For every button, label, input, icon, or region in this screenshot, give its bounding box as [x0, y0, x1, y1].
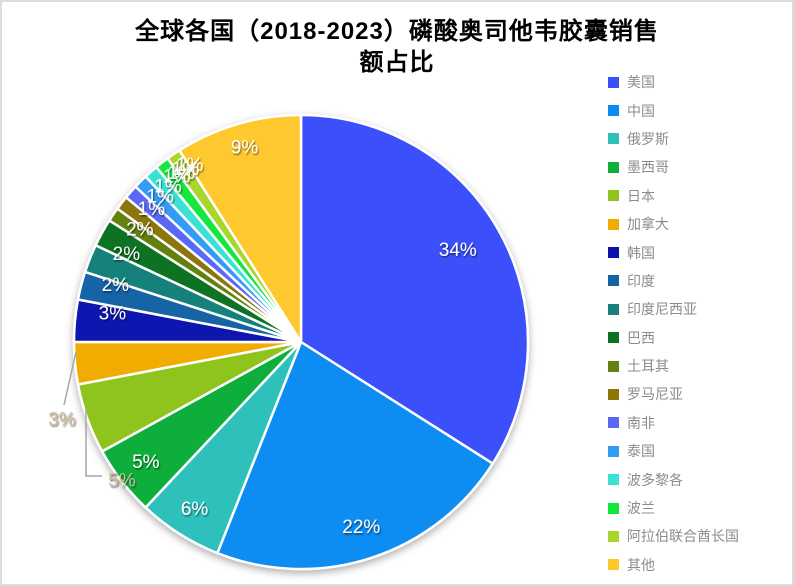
legend-item-label: 波兰 — [627, 500, 655, 517]
legend-swatch-icon — [608, 530, 619, 542]
legend-swatch-icon — [608, 445, 619, 457]
legend-item[interactable]: 巴西 — [608, 324, 788, 352]
legend-item[interactable]: 俄罗斯 — [608, 125, 788, 153]
legend-item-label: 中国 — [627, 102, 655, 119]
legend: 美国中国俄罗斯墨西哥日本加拿大韩国印度印度尼西亚巴西土耳其罗马尼亚南非泰国波多黎… — [608, 68, 788, 579]
legend-item[interactable]: 美国 — [608, 68, 788, 96]
pie-slice[interactable] — [178, 113, 303, 344]
legend-swatch-icon — [608, 559, 619, 571]
pie-slice-label: 34% — [439, 240, 477, 261]
legend-item-label: 其他 — [627, 556, 655, 573]
legend-item-label: 阿拉伯联合酋长国 — [627, 528, 739, 545]
legend-item[interactable]: 泰国 — [608, 437, 788, 465]
leader-line — [63, 351, 77, 406]
pie-slice-label: 1% — [163, 167, 191, 188]
legend-swatch-icon — [608, 502, 619, 514]
legend-item-label: 波多黎各 — [627, 471, 683, 488]
legend-item-label: 罗马尼亚 — [627, 386, 683, 403]
legend-swatch-icon — [608, 303, 619, 315]
pie-slice-label: 2% — [102, 275, 130, 296]
legend-swatch-icon — [608, 360, 619, 372]
leader-lines — [63, 351, 102, 477]
legend-item-label: 土耳其 — [627, 358, 669, 375]
legend-swatch-icon — [608, 474, 619, 486]
legend-swatch-icon — [608, 161, 619, 173]
pie-slice-label: 1% — [146, 187, 174, 208]
legend-item[interactable]: 罗马尼亚 — [608, 380, 788, 408]
pie-slice-label: 1% — [176, 155, 204, 176]
chart-title-line1: 全球各国（2018-2023）磷酸奥司他韦胶囊销售 — [135, 18, 659, 45]
legend-item[interactable]: 印度 — [608, 267, 788, 295]
pie-slices — [72, 113, 530, 571]
legend-item-label: 印度尼西亚 — [627, 301, 697, 318]
legend-item-label: 泰国 — [627, 443, 655, 460]
legend-item-label: 日本 — [627, 187, 655, 204]
pie-slice-label: 2% — [113, 244, 141, 265]
pie-slice[interactable] — [299, 113, 530, 465]
legend-item[interactable]: 印度尼西亚 — [608, 295, 788, 323]
legend-item[interactable]: 土耳其 — [608, 352, 788, 380]
pie-slice-label: 3% — [99, 304, 127, 325]
legend-swatch-icon — [608, 133, 619, 145]
pie-slice-label: 6% — [181, 499, 209, 520]
chart-title-line2: 额占比 — [359, 49, 435, 76]
legend-swatch-icon — [608, 105, 619, 117]
legend-swatch-icon — [608, 218, 619, 230]
legend-swatch-icon — [608, 388, 619, 400]
pie-slice-label: 22% — [342, 517, 380, 538]
legend-item[interactable]: 中国 — [608, 96, 788, 124]
legend-swatch-icon — [608, 332, 619, 344]
pie-slice-label: 1% — [168, 163, 196, 184]
legend-item-label: 美国 — [627, 74, 655, 91]
legend-item[interactable]: 波多黎各 — [608, 465, 788, 493]
pie-slice-label: 9% — [231, 138, 259, 159]
legend-item-label: 印度 — [627, 272, 655, 289]
pie-slice-label: 5% — [132, 452, 160, 473]
legend-item[interactable]: 加拿大 — [608, 210, 788, 238]
legend-item[interactable]: 其他 — [608, 551, 788, 579]
legend-swatch-icon — [608, 190, 619, 202]
legend-swatch-icon — [608, 275, 619, 287]
legend-swatch-icon — [608, 76, 619, 88]
legend-item-label: 墨西哥 — [627, 159, 669, 176]
pie-slice-label: 3% — [48, 410, 76, 431]
pie-slice-label: 2% — [126, 219, 154, 240]
legend-item-label: 韩国 — [627, 244, 655, 261]
leader-line — [85, 409, 102, 477]
legend-swatch-icon — [608, 417, 619, 429]
pie-slice-label: 5% — [108, 471, 136, 492]
legend-item-label: 加拿大 — [627, 216, 669, 233]
pie-slice-label: 1% — [138, 199, 166, 220]
pie-slice-label: 1% — [154, 176, 182, 197]
pie-slice-label: 1% — [172, 159, 200, 180]
legend-item-label: 南非 — [627, 414, 655, 431]
legend-item[interactable]: 韩国 — [608, 238, 788, 266]
chart-title: 全球各国（2018-2023）磷酸奥司他韦胶囊销售 额占比 — [2, 16, 792, 78]
pie-labels: 34%22%6%5%5%3%3%2%2%2%1%1%1%1%1%1%1%9% — [48, 138, 477, 539]
legend-item[interactable]: 波兰 — [608, 494, 788, 522]
legend-item[interactable]: 阿拉伯联合酋长国 — [608, 522, 788, 550]
legend-item-label: 巴西 — [627, 329, 655, 346]
legend-item[interactable]: 日本 — [608, 182, 788, 210]
legend-item[interactable]: 南非 — [608, 409, 788, 437]
legend-item-label: 俄罗斯 — [627, 130, 669, 147]
legend-item[interactable]: 墨西哥 — [608, 153, 788, 181]
pie-slice[interactable] — [216, 340, 494, 571]
legend-swatch-icon — [608, 247, 619, 259]
